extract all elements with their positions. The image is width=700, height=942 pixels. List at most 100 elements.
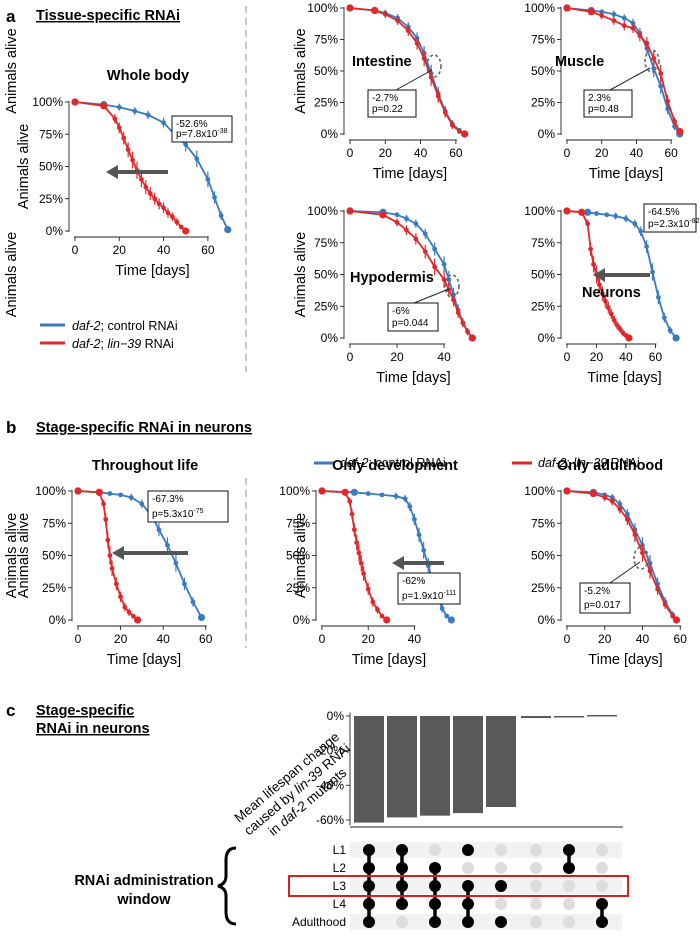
only-adulthood-xtick-label: 0 <box>564 632 571 646</box>
neurons-ytick-label: 100% <box>524 204 555 218</box>
whole-body-point-lin39 <box>156 201 162 207</box>
lifespan-bar <box>387 716 417 818</box>
muscle-point-lin39 <box>630 25 636 31</box>
matrix-dot-on <box>429 862 441 874</box>
matrix-row-label: L2 <box>333 861 347 875</box>
muscle-effect-size: 2.3% <box>588 93 611 104</box>
matrix-dot-on <box>563 862 575 874</box>
intestine-point-lin39 <box>421 56 427 61</box>
hypodermis-annotation-box <box>387 302 439 332</box>
matrix-dot-on <box>596 898 608 910</box>
hypodermis-point-lin39 <box>404 227 409 233</box>
legend-b-lin39-rest: ; <box>567 456 574 470</box>
matrix-dot-on <box>495 880 507 892</box>
neurons-effect-size: -64.5% <box>648 207 680 218</box>
whole-body-point-control <box>205 177 211 182</box>
matrix-dot-on <box>462 916 474 928</box>
whole-body-title: Whole body <box>107 68 189 84</box>
matrix-label-line2: window <box>116 892 171 908</box>
neurons-ytick-label: 0% <box>538 331 556 345</box>
only-development-line-lin39 <box>321 490 388 621</box>
throughout-life-xlabel: Time [days] <box>107 652 181 668</box>
whole-body-point-control <box>194 156 200 162</box>
matrix-dot-on <box>462 898 474 910</box>
only-adulthood-xtick-label: 60 <box>674 632 688 646</box>
throughout-life-point-control <box>107 491 113 496</box>
muscle-title: Muscle <box>555 54 604 70</box>
legend-b: daf-2; control RNAi daf-2; lin−39 RNAi <box>314 456 640 470</box>
muscle-point-lin39 <box>644 40 650 46</box>
only-adulthood-p-value-base: p=0.017 <box>584 600 621 611</box>
intestine-point-lin39 <box>382 11 388 17</box>
only-development-point-lin39 <box>365 586 371 592</box>
matrix-dot-off <box>530 844 542 856</box>
whole-body-xtick-label: 40 <box>157 243 171 257</box>
intestine-point-lin39 <box>457 129 462 134</box>
throughout-life-ytick-label: 0% <box>49 613 67 627</box>
neurons-point-control <box>672 334 680 342</box>
hypodermis-ytick-label: 100% <box>307 204 338 218</box>
lifespan-bar <box>554 716 584 718</box>
panel-b-heading: Stage-specific RNAi in neurons <box>36 420 252 436</box>
only-adulthood-p-value: p=0.017 <box>584 600 621 611</box>
hypodermis-point-lin39 <box>451 297 456 303</box>
neurons-xtick-label: 60 <box>649 350 663 364</box>
hypodermis-effect-size: -6% <box>392 306 410 317</box>
neurons-title: Neurons <box>582 285 641 301</box>
intestine-xtick-label: 40 <box>414 146 428 160</box>
hypodermis-point-control <box>413 221 419 227</box>
matrix-dot-off <box>530 898 542 910</box>
legend-b-lin39-label: daf-2; lin−39 RNAi <box>538 456 640 470</box>
legend-b-control-gene: daf-2 <box>340 456 369 470</box>
neurons-point-control <box>661 315 667 321</box>
legend-a-lin39-gene: daf-2 <box>72 337 101 351</box>
muscle-point-control <box>651 66 657 71</box>
only-adulthood-title: Only adulthood <box>557 458 663 474</box>
throughout-life-ytick-label: 25% <box>42 581 66 595</box>
neurons-xtick-label: 0 <box>564 350 571 364</box>
intestine-ytick-label: 25% <box>314 96 338 110</box>
whole-body-series-lin39 <box>71 98 190 235</box>
only-adulthood-point-lin39 <box>602 495 608 500</box>
hypodermis-point-lin39 <box>346 207 354 215</box>
whole-body-ytick-label: 100% <box>32 95 63 109</box>
muscle-pointer-line <box>609 67 651 91</box>
hypodermis-point-lin39 <box>446 287 452 293</box>
lifespan-bar <box>587 714 617 717</box>
hypodermis-point-control <box>422 231 428 237</box>
only-development-ytick-label: 100% <box>279 484 310 498</box>
hypodermis-point-control <box>404 216 409 222</box>
matrix-dot-on <box>363 898 375 910</box>
intestine-xtick-label: 20 <box>379 146 393 160</box>
hypodermis-change-highlight <box>444 274 460 298</box>
only-adulthood-xtick-label: 40 <box>636 632 650 646</box>
only-adulthood-ytick-label: 0% <box>538 613 556 627</box>
highlight-row-box <box>288 875 629 897</box>
neurons-point-lin39 <box>605 305 611 310</box>
only-development-chart: 0% 25% 50% 75% 100% 0 20 40 Time [days] Animals a… <box>279 458 461 668</box>
only-development-point-control <box>416 532 422 538</box>
matrix-dot-off <box>495 898 507 910</box>
only-development-point-lin39 <box>361 571 366 576</box>
only-development-point-lin39 <box>379 613 385 619</box>
only-adulthood-point-lin39 <box>662 602 668 607</box>
neurons-point-lin39 <box>625 334 633 342</box>
neurons-point-lin39 <box>611 317 617 323</box>
neurons-shift-arrowhead <box>593 268 605 282</box>
only-adulthood-ylabel: Animals alive <box>4 513 20 598</box>
throughout-life-point-control <box>156 527 162 533</box>
intestine-point-lin39 <box>405 28 411 34</box>
matrix-row-label: L4 <box>333 897 347 911</box>
only-adulthood-point-control <box>647 560 653 566</box>
only-development-point-lin39 <box>341 488 349 496</box>
hypodermis-xtick-label: 40 <box>437 350 451 364</box>
legend-b-lin39-rest-gene: lin−39 <box>573 456 607 470</box>
only-adulthood-ytick-label: 75% <box>531 516 555 530</box>
throughout-life-ytick-label: 100% <box>35 484 66 498</box>
intestine-point-lin39 <box>449 122 455 128</box>
lifespan-bar <box>354 716 384 823</box>
throughout-life-point-lin39 <box>105 537 111 543</box>
only-development-point-lin39 <box>370 599 376 605</box>
